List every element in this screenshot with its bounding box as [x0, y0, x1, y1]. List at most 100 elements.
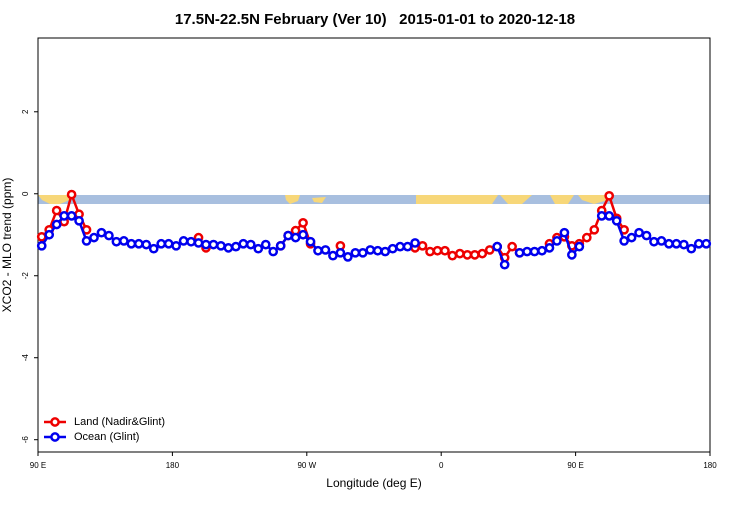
point — [148, 243, 159, 254]
y-tick-label: 0 — [21, 191, 30, 196]
point — [380, 246, 391, 257]
x-tick-label: 180 — [703, 461, 717, 470]
legend-marker — [50, 417, 60, 427]
point — [634, 227, 644, 238]
x-tick-label: 0 — [439, 461, 444, 470]
point — [581, 232, 592, 243]
point — [208, 239, 219, 250]
point — [686, 243, 697, 254]
point — [432, 245, 443, 256]
point — [656, 236, 667, 246]
point — [693, 238, 704, 249]
point — [111, 236, 122, 247]
point — [626, 232, 637, 243]
point — [447, 250, 458, 261]
point — [664, 238, 674, 249]
point — [163, 238, 174, 249]
point — [193, 238, 204, 248]
point — [119, 236, 129, 246]
point — [365, 245, 376, 255]
point — [275, 240, 286, 251]
point — [596, 211, 607, 221]
point — [619, 236, 629, 246]
y-axis-label: XCO2 - MLO trend (ppm) — [0, 178, 14, 313]
point — [350, 247, 361, 258]
point — [425, 246, 435, 257]
point — [141, 239, 152, 250]
point — [66, 189, 77, 200]
point — [492, 241, 503, 252]
y-tick-label: -2 — [21, 272, 30, 280]
point — [36, 231, 47, 242]
point — [410, 238, 420, 248]
point — [320, 245, 331, 255]
point — [201, 239, 211, 250]
point — [313, 245, 323, 256]
legend-label: Ocean (Glint) — [74, 431, 139, 443]
point — [66, 211, 77, 221]
point — [469, 249, 480, 260]
point — [171, 240, 181, 251]
point — [268, 246, 279, 257]
x-tick-label: 180 — [166, 461, 180, 470]
point — [417, 240, 428, 251]
point — [245, 239, 256, 250]
point — [216, 240, 226, 251]
point — [290, 232, 301, 243]
point — [81, 236, 92, 246]
point — [343, 252, 353, 262]
point — [305, 236, 316, 247]
point — [133, 238, 144, 249]
point — [357, 247, 368, 258]
point — [477, 248, 488, 259]
point — [178, 236, 189, 246]
point — [455, 248, 465, 259]
y-tick-label: -4 — [21, 354, 30, 362]
point — [574, 241, 585, 252]
point — [335, 247, 346, 258]
point — [589, 224, 600, 235]
point — [74, 215, 84, 226]
legend-marker — [50, 432, 60, 442]
point — [126, 238, 137, 249]
point — [328, 250, 338, 261]
point — [44, 229, 55, 240]
point — [537, 245, 547, 256]
point — [238, 238, 249, 249]
point — [507, 241, 517, 252]
point — [372, 245, 383, 256]
point — [522, 246, 532, 257]
point — [604, 190, 615, 201]
point — [51, 205, 62, 216]
point — [89, 232, 99, 243]
legend-label: Land (Nadir&Glint) — [74, 416, 165, 428]
point — [298, 229, 308, 240]
point — [529, 246, 540, 257]
point — [59, 211, 69, 221]
point — [253, 243, 264, 254]
point — [514, 247, 525, 258]
point — [567, 249, 577, 260]
point — [484, 245, 495, 255]
x-tick-label: 90 E — [567, 461, 583, 470]
point — [51, 219, 62, 230]
point — [402, 241, 413, 252]
point — [387, 243, 398, 254]
point — [440, 245, 450, 256]
point — [96, 227, 107, 238]
point — [462, 249, 473, 260]
point — [186, 236, 196, 247]
x-axis-label: Longitude (deg E) — [326, 476, 421, 490]
point — [701, 238, 712, 249]
chart-title: 17.5N-22.5N February (Ver 10) 2015-01-01… — [175, 11, 575, 28]
point — [649, 236, 659, 247]
point — [298, 218, 308, 228]
point — [36, 240, 47, 251]
point — [552, 236, 562, 246]
x-tick-label: 90 E — [30, 461, 46, 470]
point — [671, 238, 682, 249]
x-tick-label: 90 W — [297, 461, 316, 470]
point — [283, 230, 293, 241]
point — [641, 230, 652, 241]
